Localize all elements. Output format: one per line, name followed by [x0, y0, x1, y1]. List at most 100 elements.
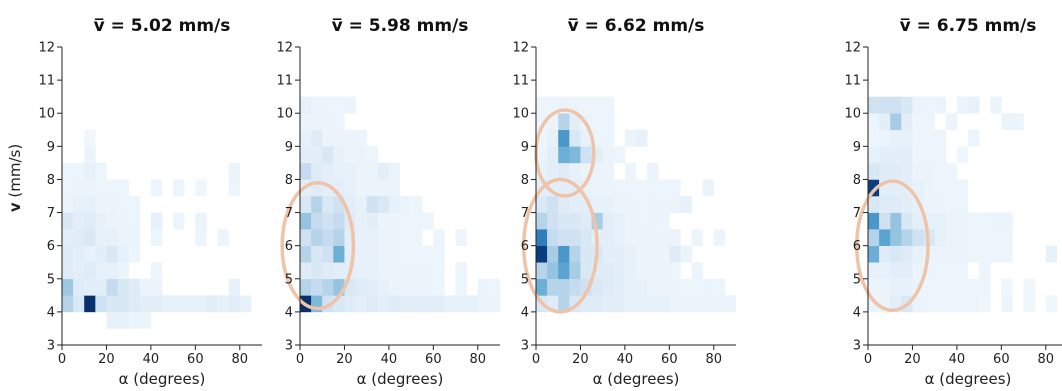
x-axis-label: α (degrees): [357, 370, 444, 388]
y-tick-label: 10: [276, 107, 293, 122]
heatmap-cell: [433, 278, 445, 296]
heatmap-cell: [912, 245, 924, 263]
heatmap-cell: [580, 162, 592, 180]
heatmap-cell: [388, 245, 401, 263]
heatmap-cell: [106, 262, 118, 280]
heatmap-cell: [868, 113, 880, 131]
heatmap-cell: [636, 212, 648, 230]
y-tick-label: 5: [853, 272, 861, 287]
heatmap-cell: [691, 295, 703, 313]
heatmap-cell: [228, 162, 241, 180]
heatmap-cell: [311, 196, 323, 213]
heatmap-cell: [106, 311, 118, 329]
heatmap-cell: [580, 212, 592, 230]
heatmap-cell: [355, 146, 367, 164]
heatmap-cell: [117, 229, 129, 246]
heatmap-cell: [228, 179, 241, 197]
heatmap-cell: [333, 212, 345, 230]
heatmap-cell: [702, 179, 715, 197]
heatmap-cell: [923, 295, 935, 313]
heatmap-cell: [956, 212, 969, 230]
x-tick-label: 60: [661, 352, 678, 367]
heatmap-cell: [647, 295, 659, 313]
heatmap-cell: [333, 295, 345, 313]
heatmap-cell: [106, 245, 118, 263]
heatmap-cell: [956, 196, 969, 213]
heatmap-cell: [934, 96, 947, 114]
y-tick-label: 9: [47, 140, 55, 155]
heatmap-cell: [1012, 113, 1024, 131]
heatmap-cell: [923, 162, 935, 180]
heatmap-cell: [217, 295, 229, 313]
heatmap-cell: [547, 96, 559, 114]
heatmap-cell: [901, 229, 913, 246]
heatmap-cell: [300, 113, 312, 131]
heatmap-cell: [868, 278, 880, 296]
heatmap-cell: [868, 129, 880, 147]
heatmap-cell: [602, 113, 615, 131]
heatmap-cell: [322, 245, 334, 263]
heatmap-cell: [206, 295, 218, 313]
heatmap-cell: [333, 196, 345, 213]
heatmap-cell: [912, 262, 924, 280]
heatmap-cell: [901, 196, 913, 213]
heatmap-cell: [400, 229, 412, 246]
heatmap-cell: [322, 229, 334, 246]
heatmap-cell: [636, 245, 648, 263]
heatmap-cell: [1001, 113, 1013, 131]
heatmap-cell: [868, 162, 880, 180]
heatmap-cell: [602, 179, 615, 197]
heatmap-cell: [411, 245, 423, 263]
heatmap-cell: [602, 146, 615, 164]
heatmap-cell: [322, 212, 334, 230]
heatmap-cell: [355, 129, 367, 147]
heatmap-cell: [95, 212, 107, 230]
heatmap-cell: [569, 295, 581, 313]
heatmap-cell: [613, 278, 626, 296]
heatmap-cell: [411, 295, 423, 313]
heatmap-cell: [934, 129, 947, 147]
heatmap-cell: [322, 96, 334, 114]
heatmap-cell: [95, 196, 107, 213]
heatmap-cell: [934, 278, 947, 296]
heatmap-cell: [173, 212, 185, 230]
heatmap-cell: [106, 278, 118, 296]
heatmap-cell: [968, 278, 980, 296]
heatmap-cell: [311, 262, 323, 280]
heatmap-cell: [923, 113, 935, 131]
heatmap-cell: [956, 146, 969, 164]
heatmap-cell: [150, 278, 163, 296]
y-tick-label: 7: [521, 206, 529, 221]
heatmap-cell: [580, 245, 592, 263]
heatmap-cell: [195, 179, 207, 197]
heatmap-cell: [558, 96, 570, 114]
heatmap-cell: [311, 179, 323, 197]
heatmap-cell: [73, 196, 85, 213]
heatmap-cell: [547, 196, 559, 213]
y-tick-label: 11: [844, 74, 861, 89]
heatmap-cell: [680, 295, 692, 313]
y-axis-label: v (mm/s): [6, 144, 24, 212]
heatmap-cell: [377, 212, 390, 230]
heatmap-cell: [1001, 295, 1013, 313]
heatmap-cell: [945, 245, 958, 263]
heatmap-cell: [106, 229, 118, 246]
heatmap-cell: [366, 295, 379, 313]
heatmap-cell: [923, 262, 935, 280]
heatmap-cell: [333, 278, 345, 296]
heatmap-cell: [1023, 295, 1035, 313]
heatmap-cell: [62, 162, 74, 180]
heatmap-cell: [879, 162, 891, 180]
heatmap-cell: [558, 262, 570, 280]
heatmap-cell: [979, 278, 991, 296]
heatmap-cell: [355, 162, 367, 180]
heatmap-cell: [344, 129, 356, 147]
heatmap-cell: [647, 196, 659, 213]
heatmap-cell: [344, 245, 356, 263]
y-tick-label: 12: [844, 41, 861, 56]
y-tick-label: 12: [38, 41, 55, 56]
heatmap-cell: [602, 162, 615, 180]
heatmap-cell: [400, 295, 412, 313]
heatmap-cell: [658, 196, 670, 213]
y-tick-label: 7: [853, 206, 861, 221]
